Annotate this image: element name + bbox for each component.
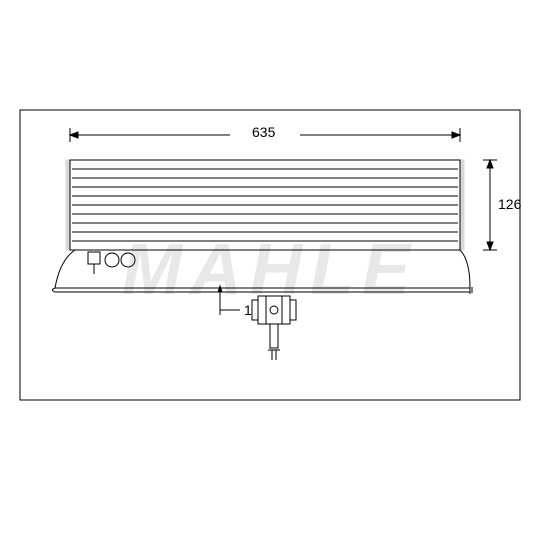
dim-width (70, 128, 460, 142)
outer-frame (20, 110, 520, 400)
technical-drawing (0, 0, 540, 540)
radiator-body (66, 160, 464, 250)
tube (53, 250, 473, 294)
dim-thickness (218, 286, 240, 315)
dim-height (483, 160, 497, 250)
fitting-left-group (55, 250, 135, 288)
tube-valve (252, 296, 296, 360)
